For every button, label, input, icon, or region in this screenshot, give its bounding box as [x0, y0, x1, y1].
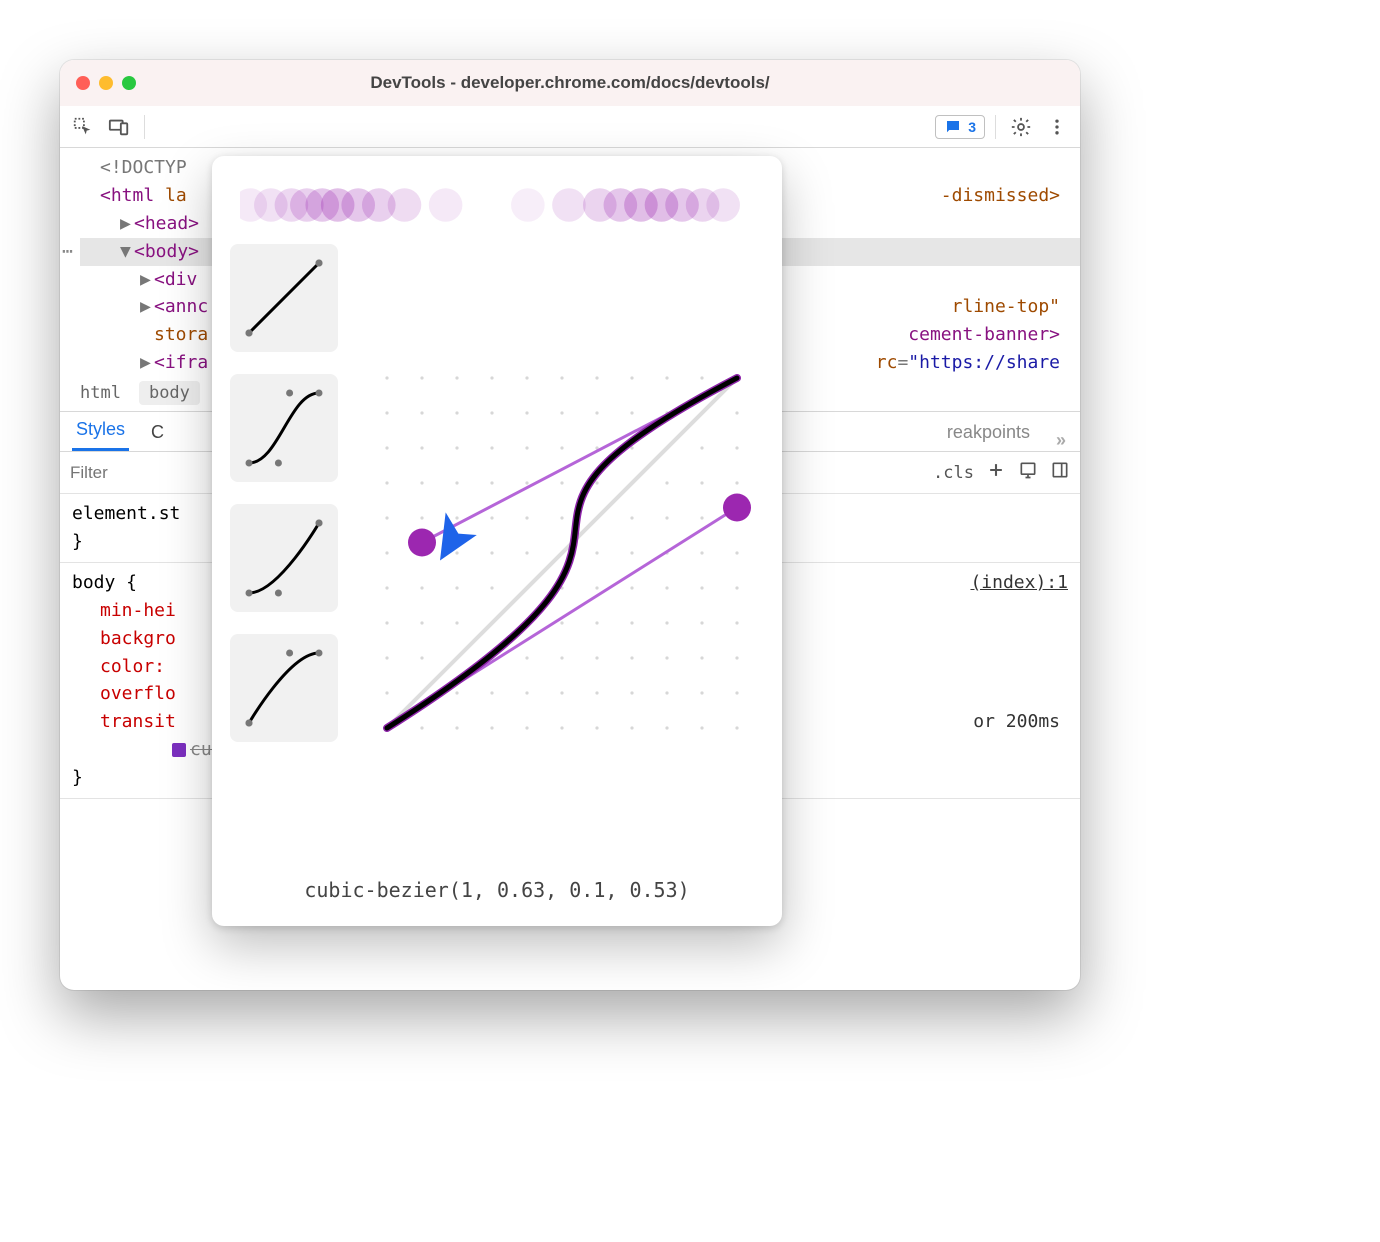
titlebar: DevTools - developer.chrome.com/docs/dev…	[60, 60, 1080, 106]
html-attr-tail: -dismissed>	[941, 182, 1060, 210]
breadcrumb-html[interactable]: html	[70, 381, 131, 405]
expand-iframe-icon[interactable]: ▶	[140, 349, 154, 377]
preset-ease-in-out[interactable]	[230, 374, 338, 482]
expand-head-icon[interactable]: ▶	[120, 210, 134, 238]
bezier-handle-p2[interactable]	[408, 529, 436, 557]
annc-attr-tail: rline-top"	[952, 293, 1060, 321]
minimize-window-button[interactable]	[99, 76, 113, 90]
body-tag[interactable]: <body>	[134, 241, 199, 262]
preset-ease-in[interactable]	[230, 504, 338, 612]
tab-breakpoints-truncated[interactable]: reakpoints	[943, 416, 1034, 451]
expand-annc-icon[interactable]: ▶	[140, 293, 154, 321]
new-style-rule-icon[interactable]	[986, 460, 1006, 485]
device-preview-icon[interactable]	[1018, 460, 1038, 485]
cls-toggle[interactable]: .cls	[933, 463, 974, 483]
bezier-canvas[interactable]	[360, 240, 764, 866]
html-attr: la	[154, 185, 187, 206]
iframe-src-value: "https://share	[908, 352, 1060, 373]
bezier-preview-track	[240, 180, 754, 230]
bezier-presets	[230, 240, 350, 866]
bezier-handle-p1[interactable]	[723, 494, 751, 522]
div-tag[interactable]: <div	[154, 269, 197, 290]
toggle-computed-panel-icon[interactable]	[1050, 460, 1070, 485]
gear-icon[interactable]	[1006, 112, 1036, 142]
devtools-toolbar: 3	[60, 106, 1080, 148]
html-tag: <html	[100, 185, 154, 206]
device-toolbar-icon[interactable]	[104, 112, 134, 142]
breadcrumb-body[interactable]: body	[139, 381, 200, 405]
tab-computed-truncated[interactable]: C	[147, 416, 168, 451]
window-title: DevTools - developer.chrome.com/docs/dev…	[60, 73, 1080, 93]
banner-close-tag: cement-banner>	[908, 321, 1060, 349]
source-link[interactable]: (index):1	[970, 569, 1068, 597]
kebab-menu-icon[interactable]	[1042, 112, 1072, 142]
devtools-window: DevTools - developer.chrome.com/docs/dev…	[60, 60, 1080, 990]
zoom-window-button[interactable]	[122, 76, 136, 90]
storage-attr: stora	[154, 324, 208, 345]
doctype-text: <!DOCTYP	[100, 157, 187, 178]
iframe-src-attr: rc	[876, 352, 898, 373]
tab-styles[interactable]: Styles	[72, 413, 129, 451]
selector-body: body {	[72, 572, 137, 593]
head-tag[interactable]: <head>	[134, 213, 199, 234]
inspect-element-icon[interactable]	[68, 112, 98, 142]
preset-linear[interactable]	[230, 244, 338, 352]
window-controls	[76, 76, 136, 90]
bezier-value-label: cubic-bezier(1, 0.63, 0.1, 0.53)	[230, 866, 764, 908]
issues-count: 3	[968, 119, 976, 135]
expand-div-icon[interactable]: ▶	[140, 266, 154, 294]
bezier-editor-popover: cubic-bezier(1, 0.63, 0.1, 0.53)	[212, 156, 782, 926]
more-tabs-icon[interactable]: »	[1056, 430, 1068, 451]
selection-gutter-icon: ⋯	[62, 238, 73, 266]
announcement-tag[interactable]: <annc	[154, 296, 208, 317]
issues-button[interactable]: 3	[935, 115, 985, 139]
preset-ease-out[interactable]	[230, 634, 338, 742]
iframe-tag[interactable]: <ifra	[154, 352, 208, 373]
collapse-body-icon[interactable]: ▼	[120, 238, 134, 266]
selector-element-style: element.st	[72, 503, 180, 524]
close-window-button[interactable]	[76, 76, 90, 90]
transition-tail: or 200ms	[973, 708, 1060, 736]
bezier-swatch-icon[interactable]	[172, 743, 186, 757]
